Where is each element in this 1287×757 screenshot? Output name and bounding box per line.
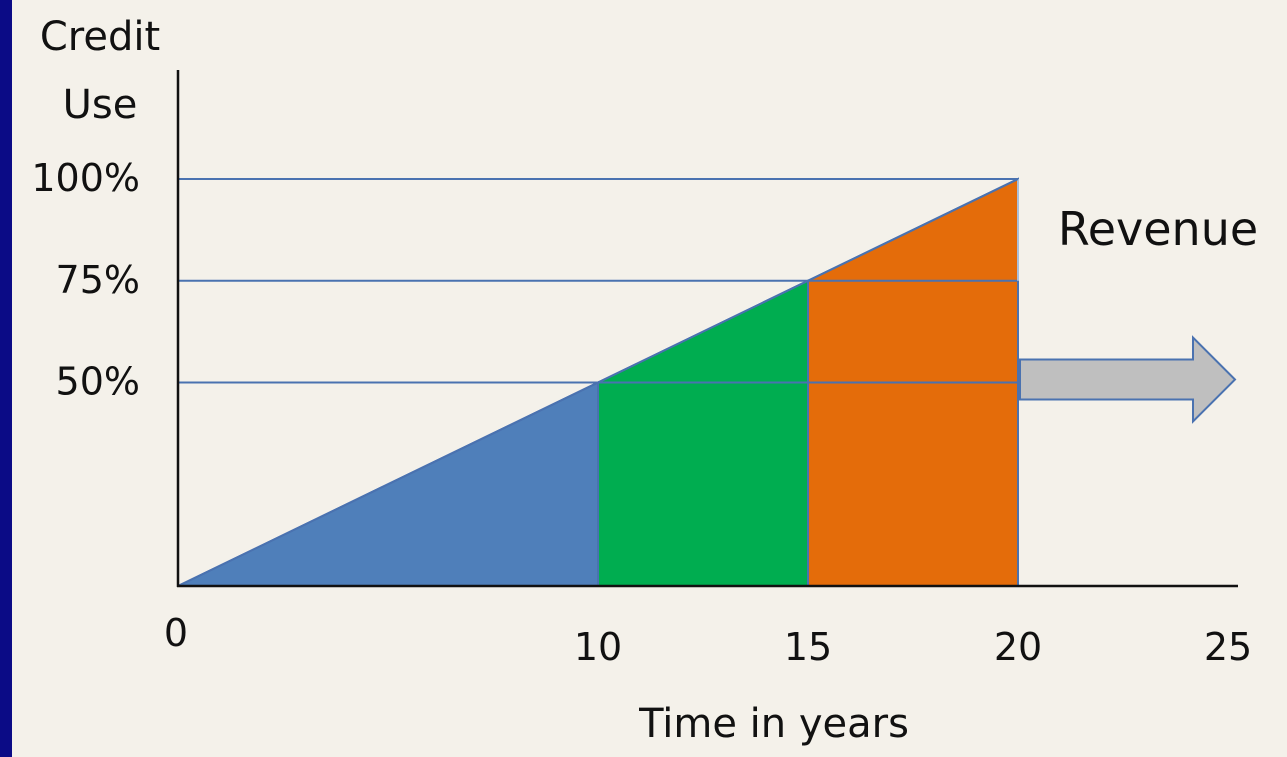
y-axis-label-line-2: Use [63,82,138,128]
y-tick-label-100: 100% [31,156,140,200]
right-arrow-icon [1019,335,1237,424]
reference-lines-layer [177,178,1019,587]
x-axis-label: Time in years [638,701,909,747]
x-tick-label-0: 0 [164,611,188,655]
x-tick-label-25: 25 [1204,625,1252,669]
y-tick-label-75: 75% [56,258,140,302]
y-tick-label-50: 50% [56,360,140,404]
left-border-bar [0,0,12,757]
x-tick-label-10: 10 [574,625,622,669]
annotation-layer: Revenue [1019,202,1258,424]
annotation-label: Revenue [1058,202,1258,256]
x-tick-label-15: 15 [784,625,832,669]
tick-labels-layer: 0 10 15 20 25 50% 75% 100% [31,156,1252,669]
axis-labels-layer: Credit Use Time in years [40,14,909,747]
segment-2-green [597,279,809,587]
y-axis-label-line-1: Credit [40,14,160,60]
credit-use-line [177,178,1019,587]
axes-layer [176,70,1238,588]
x-tick-label-20: 20 [994,625,1042,669]
